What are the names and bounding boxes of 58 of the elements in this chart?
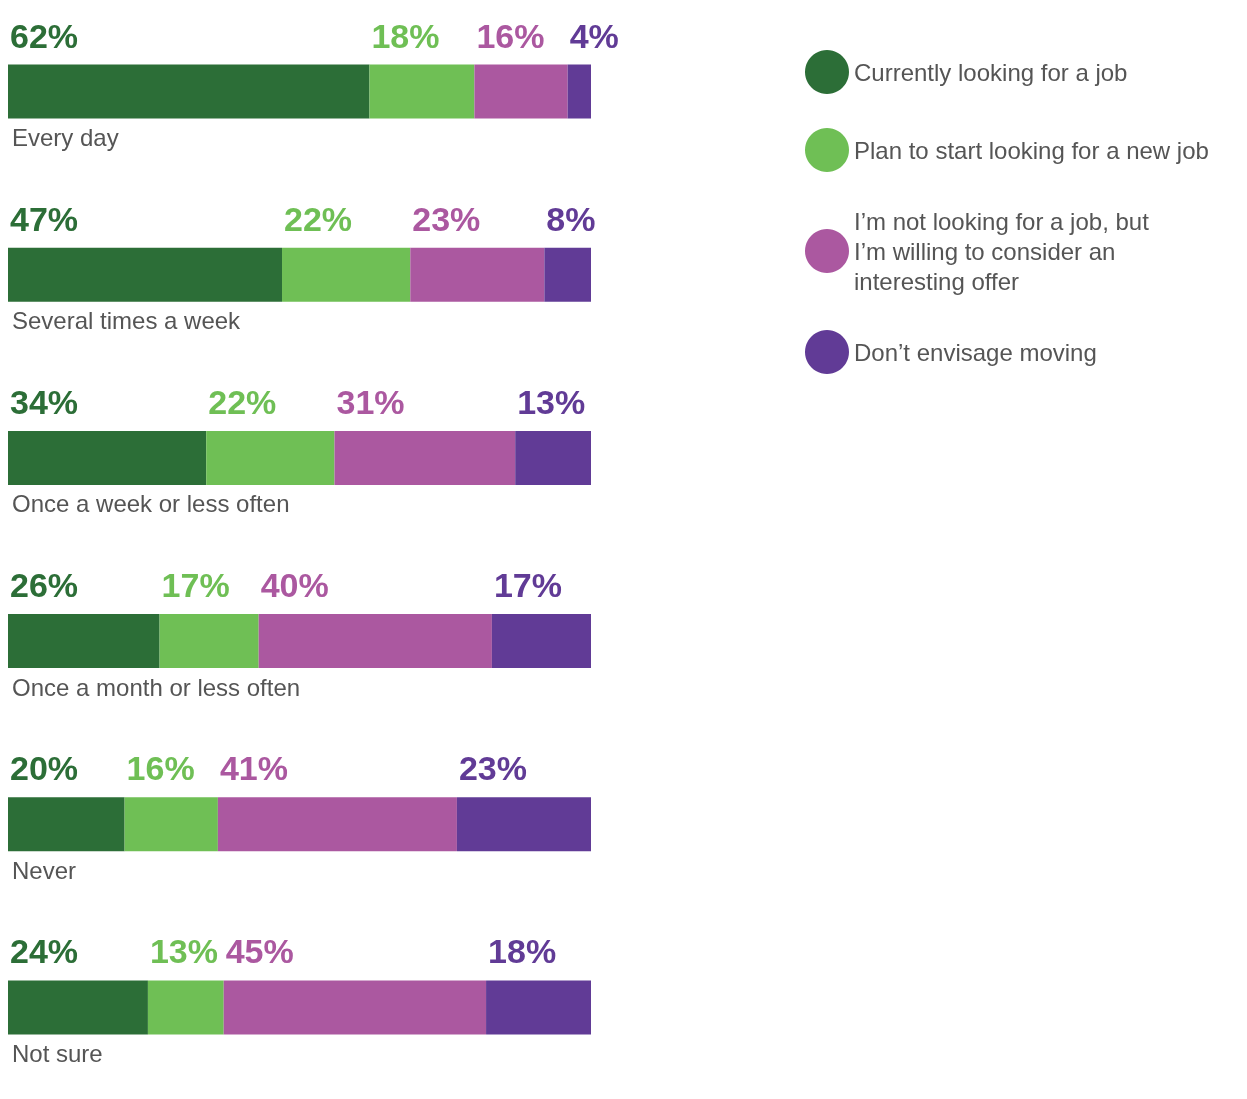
bar: [474, 64, 568, 119]
data-label: 41%: [219, 749, 288, 788]
data-label: 34%: [10, 382, 79, 421]
bar: [124, 797, 218, 852]
bar: [410, 247, 545, 302]
bar: [369, 64, 475, 119]
data-label: 16%: [126, 749, 195, 788]
y-tick-label: Once a month or less often: [12, 673, 301, 701]
data-label: 62%: [10, 16, 79, 55]
data-label: 23%: [412, 199, 481, 238]
data-label: 40%: [260, 566, 329, 605]
bar: [567, 64, 591, 119]
data-label: 26%: [10, 566, 79, 605]
data-label: 45%: [225, 932, 294, 971]
bar: [223, 980, 487, 1035]
data-label: 13%: [149, 932, 218, 971]
data-label: 20%: [10, 749, 79, 788]
bar: [334, 430, 516, 485]
data-label: 24%: [10, 932, 79, 971]
data-label: 17%: [493, 566, 562, 605]
data-label: 31%: [336, 382, 405, 421]
bar: [456, 797, 591, 852]
bar: [491, 614, 591, 669]
bar: [206, 430, 335, 485]
data-label: 18%: [488, 932, 557, 971]
y-tick-label: Every day: [12, 124, 119, 152]
bar: [8, 614, 160, 669]
y-tick-label: Never: [12, 856, 77, 884]
legend-label: Currently looking for a job: [854, 58, 1128, 86]
bar: [8, 797, 125, 852]
legend-label: Don’t envisage moving: [854, 338, 1097, 366]
bar: [544, 247, 591, 302]
data-label: 13%: [517, 382, 586, 421]
y-tick-label: Several times a week: [12, 307, 242, 335]
data-label: 22%: [284, 199, 353, 238]
bar: [217, 797, 457, 852]
data-label: 47%: [10, 199, 79, 238]
legend-label: I’m not looking for a job, but I’m willing to consider an interesting offer: [854, 207, 1156, 295]
bar: [8, 430, 207, 485]
bar: [8, 64, 370, 119]
y-tick-label: Once a week or less often: [12, 490, 290, 518]
bar: [159, 614, 259, 669]
bar: [282, 247, 411, 302]
legend-label: Plan to start looking for a new job: [854, 136, 1209, 164]
bar: [147, 980, 224, 1035]
data-label: 8%: [546, 199, 596, 238]
bar: [515, 430, 591, 485]
data-label: 23%: [458, 749, 527, 788]
bar: [8, 980, 148, 1035]
data-label: 18%: [371, 16, 440, 55]
y-tick-label: Not sure: [12, 1039, 103, 1067]
data-label: 22%: [208, 382, 277, 421]
bar: [486, 980, 591, 1035]
data-label: 17%: [161, 566, 230, 605]
bar: [258, 614, 492, 669]
data-label: 4%: [569, 16, 619, 55]
data-label: 16%: [476, 16, 545, 55]
bar: [8, 247, 283, 302]
